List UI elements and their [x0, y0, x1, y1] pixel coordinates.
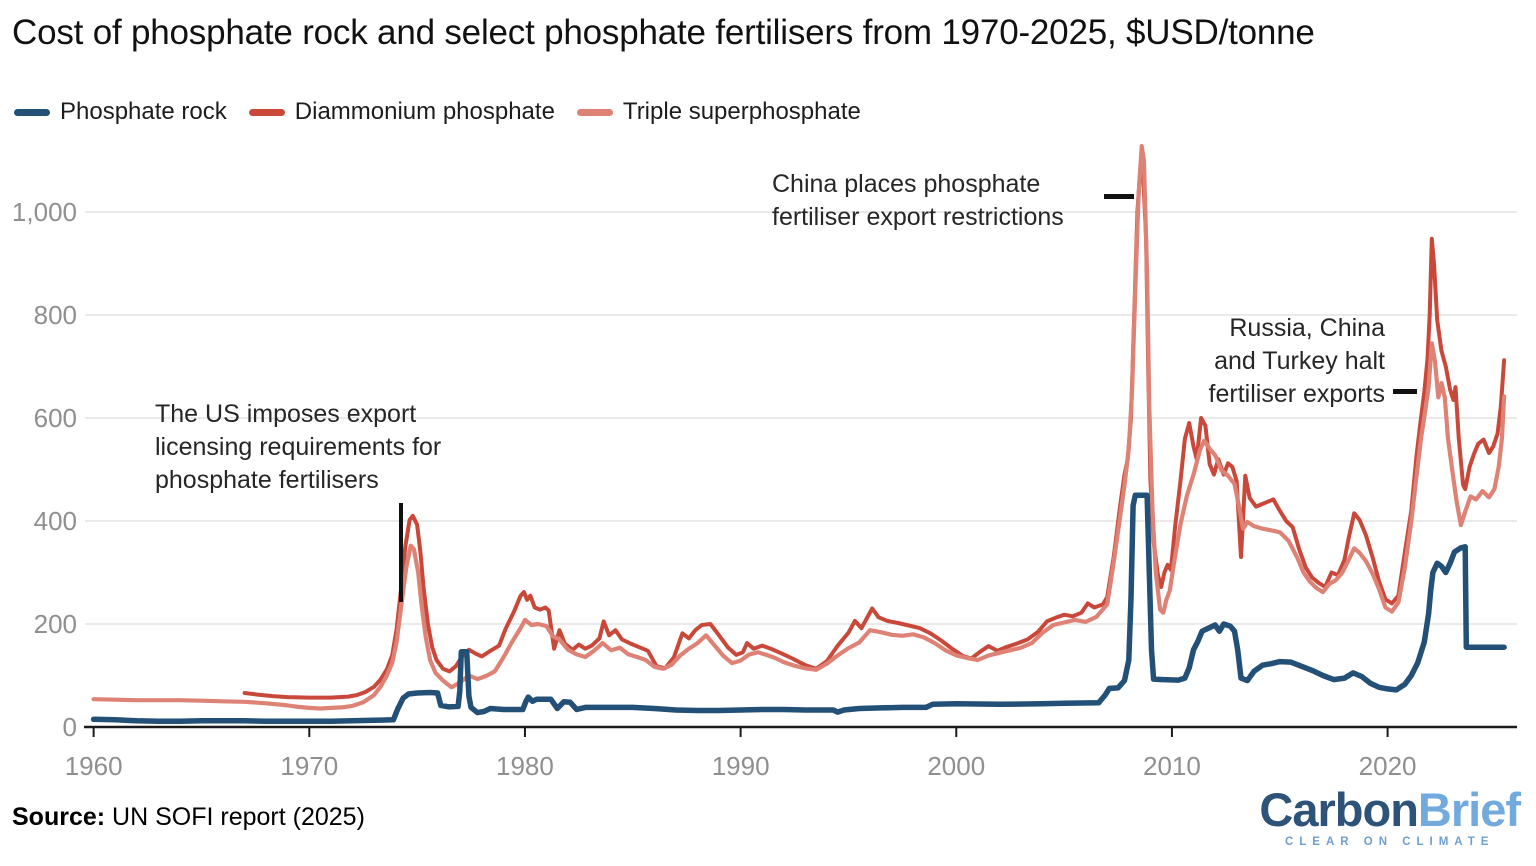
annotation-connector-china [1104, 194, 1134, 199]
annotation-connector-russia [1393, 389, 1417, 394]
annotation-us-export: The US imposes export licensing requirem… [155, 398, 441, 497]
x-axis-tick-label: 1960 [65, 751, 123, 781]
annotation-china-export: China places phosphate fertiliser export… [772, 168, 1064, 234]
legend-label: Phosphate rock [60, 98, 227, 125]
logo-wordmark: CarbonBrief [1259, 783, 1521, 836]
x-axis-tick-label: 1970 [280, 751, 338, 781]
carbonbrief-logo: CarbonBrief CLEAR ON CLIMATE [1259, 783, 1521, 849]
legend-swatch-phosphate-rock [14, 108, 50, 116]
annotation-russia-export: Russia, China and Turkey halt fertiliser… [1150, 312, 1385, 411]
source-label: Source: [12, 803, 106, 831]
annotation-line: fertiliser exports [1208, 380, 1385, 408]
x-axis-tick-label: 1990 [712, 751, 770, 781]
y-axis-tick-label: 200 [34, 609, 77, 639]
source-note: Source: UN SOFI report (2025) [12, 803, 365, 832]
series-line-diammonium-phosphate [242, 161, 1507, 700]
legend-item-phosphate-rock[interactable]: Phosphate rock [14, 98, 227, 126]
legend-label: Triple superphosphate [622, 98, 861, 125]
logo-tagline: CLEAR ON CLIMATE [1284, 836, 1495, 848]
x-axis-tick-label: 2010 [1143, 751, 1201, 781]
legend-item-triple-superphosphate[interactable]: Triple superphosphate [576, 98, 861, 126]
x-axis-tick-label: 2020 [1359, 751, 1417, 781]
series-line-triple-superphosphate [91, 144, 1507, 711]
annotation-line: The US imposes export [155, 400, 417, 428]
chart-title: Cost of phosphate rock and select phosph… [12, 13, 1315, 52]
chart-legend: Phosphate rock Diammonium phosphate Trip… [14, 98, 861, 126]
legend-label: Diammonium phosphate [294, 98, 555, 125]
y-axis-tick-label: 600 [34, 403, 77, 433]
y-axis-tick-label: 1,000 [12, 197, 77, 227]
annotation-line: China places phosphate [772, 170, 1041, 198]
x-axis-tick-label: 2000 [927, 751, 985, 781]
annotation-line: fertiliser export restrictions [772, 203, 1064, 231]
x-axis-tick-label: 1980 [496, 751, 554, 781]
annotation-line: and Turkey halt [1214, 347, 1385, 375]
y-axis-tick-label: 400 [34, 506, 77, 536]
annotation-line: Russia, China [1229, 314, 1385, 342]
legend-swatch-triple-superphosphate [576, 108, 613, 116]
legend-swatch-diammonium-phosphate [248, 108, 285, 116]
annotation-line: phosphate fertilisers [155, 466, 379, 494]
legend-item-diammonium-phosphate[interactable]: Diammonium phosphate [248, 98, 555, 126]
logo-carbon: Carbon [1259, 783, 1418, 836]
annotation-line: licensing requirements for [155, 433, 442, 461]
y-axis-tick-label: 800 [34, 300, 77, 330]
annotation-connector-us [399, 503, 403, 602]
source-text: UN SOFI report (2025) [105, 803, 365, 831]
y-axis-tick-label: 0 [63, 712, 77, 742]
logo-brief: Brief [1417, 783, 1521, 836]
series-line-phosphate-rock [90, 492, 1507, 725]
